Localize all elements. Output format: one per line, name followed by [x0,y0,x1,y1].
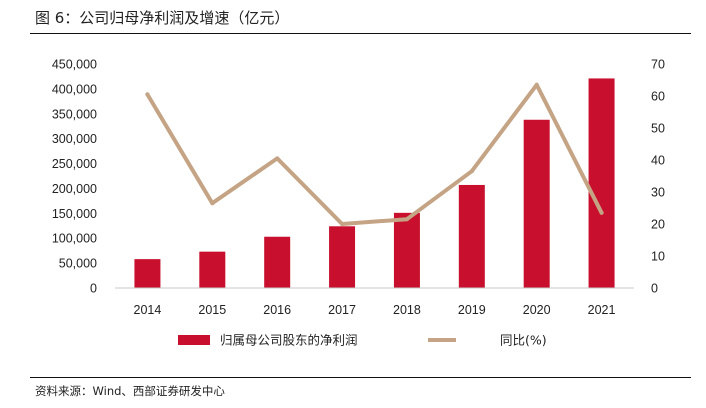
line-point-2021 [599,210,604,215]
left-axis-tick-label: 300,000 [52,132,97,146]
left-axis-tick-label: 150,000 [52,207,97,221]
line-point-2019 [469,169,474,174]
legend-swatch-bar [178,335,210,345]
x-axis-tick-label: 2019 [458,303,486,317]
legend-label-line: 同比(%) [500,333,547,348]
line-point-2014 [145,92,150,97]
line-point-2018 [404,217,409,222]
right-axis-tick-label: 40 [651,154,665,168]
line-point-2017 [340,222,345,226]
line-point-2016 [275,156,280,161]
yoy-growth-line [145,82,604,226]
source-note: 资料来源：Wind、西部证券研发中心 [35,384,225,398]
line-series [145,82,604,226]
right-axis-tick-label: 50 [651,122,665,136]
x-axis-ticks: 2014 2015 2016 2017 2018 2019 2020 2021 [134,303,616,317]
left-axis-tick-label: 250,000 [52,157,97,171]
right-axis-tick-label: 60 [651,90,665,104]
legend-label-bar: 归属母公司股东的净利润 [220,333,358,348]
left-axis-tick-label: 400,000 [52,82,97,96]
x-axis-tick-label: 2014 [134,303,162,317]
legend: 归属母公司股东的净利润 同比(%) [178,333,547,348]
bottom-rule [30,377,691,378]
right-axis-tick-label: 0 [651,282,658,296]
left-axis-tick-label: 100,000 [52,232,97,246]
bar-2019 [458,184,485,288]
x-axis-tick-label: 2020 [523,303,551,317]
right-axis-ticks: 0 10 20 30 40 50 60 70 [651,58,665,296]
right-axis-tick-label: 30 [651,186,665,200]
bar-2020 [523,119,550,288]
right-axis-tick-label: 20 [651,218,665,232]
bar-2016 [264,236,291,288]
left-axis-tick-label: 50,000 [59,257,97,271]
bar-2015 [199,251,226,288]
left-axis-tick-label: 450,000 [52,58,97,72]
left-axis-ticks: 0 50,000 100,000 150,000 200,000 250,000 300,0… [52,58,97,296]
top-rule [30,33,691,34]
line-point-2015 [210,201,215,206]
line-point-2020 [534,82,539,87]
right-axis-tick-label: 10 [651,250,665,264]
bar-series [134,78,615,289]
x-axis-tick-label: 2015 [198,303,226,317]
bar-2021 [588,78,615,289]
x-axis-tick-label: 2018 [393,303,421,317]
right-axis-tick-label: 70 [651,58,665,72]
bar-2017 [329,226,356,288]
figure-title: 图 6：公司归母净利润及增速（亿元） [35,9,290,27]
x-axis-tick-label: 2016 [263,303,291,317]
bar-2014 [134,259,161,288]
bar-2018 [393,212,420,288]
left-axis-tick-label: 200,000 [52,182,97,196]
left-axis-tick-label: 0 [90,282,97,296]
left-axis-tick-label: 350,000 [52,107,97,121]
chart: 0 50,000 100,000 150,000 200,000 250,000 300,0… [52,58,665,348]
x-axis-tick-label: 2017 [328,303,356,317]
x-axis-tick-label: 2021 [588,303,616,317]
